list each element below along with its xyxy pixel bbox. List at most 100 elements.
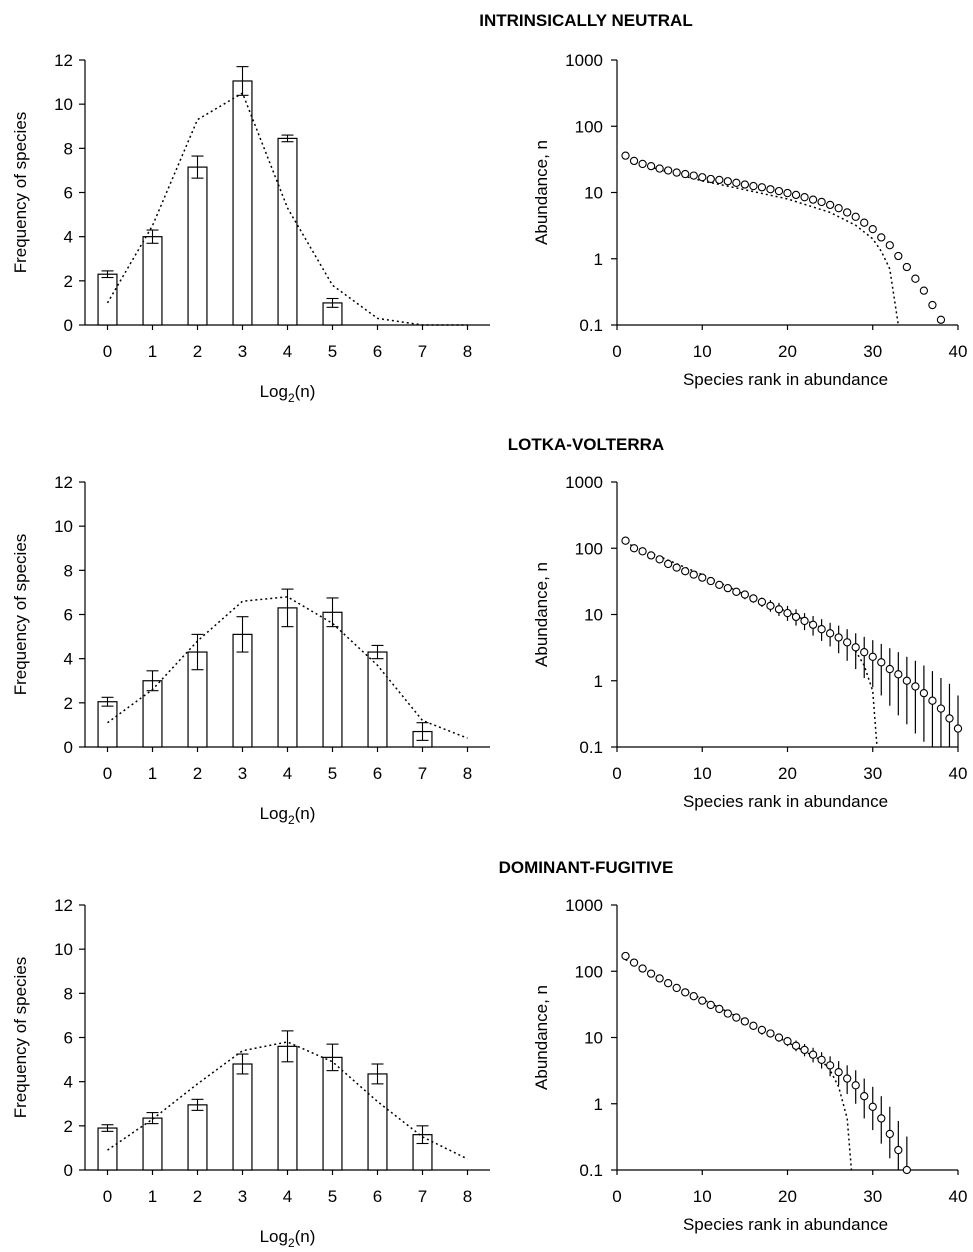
data-point (672, 983, 681, 993)
x-tick-label: 4 (283, 342, 292, 361)
data-point (783, 608, 792, 618)
x-tick-label: 5 (328, 764, 337, 783)
data-point (638, 159, 647, 169)
data-point (894, 251, 903, 261)
x-axis-label-base: Log (260, 382, 288, 401)
x-axis-label-subscript: 2 (288, 1236, 295, 1250)
x-tick-label: 1 (148, 342, 157, 361)
x-tick-label: 40 (949, 1187, 968, 1206)
x-axis-label: Log2(n) (260, 804, 316, 827)
x-tick-label: 0 (612, 764, 621, 783)
expected-curve-line (106, 92, 468, 326)
x-tick-label: 6 (373, 1187, 382, 1206)
data-point (723, 1009, 732, 1018)
data-point (825, 629, 835, 638)
data-point (783, 188, 792, 198)
data-point (911, 274, 920, 283)
x-axis-label: Species rank in abundance (683, 370, 888, 389)
data-point (655, 555, 664, 564)
x-tick-label: 30 (863, 764, 882, 783)
data-point (774, 1033, 784, 1042)
x-tick-label: 2 (193, 342, 202, 361)
data-point (766, 601, 775, 611)
data-point (774, 605, 784, 614)
data-point (723, 583, 732, 593)
y-tick-label: 10 (54, 517, 73, 536)
y-tick-label: 10 (54, 940, 73, 959)
data-point (877, 1114, 886, 1123)
expected-curve-line (625, 958, 853, 1171)
x-tick-label: 7 (418, 342, 427, 361)
y-tick-label: 0.1 (579, 1161, 603, 1180)
bar (277, 607, 298, 748)
x-tick-label: 2 (193, 764, 202, 783)
data-point (936, 315, 946, 324)
data-point (953, 724, 963, 733)
data-point (860, 218, 869, 227)
y-tick-label: 1 (594, 1095, 603, 1114)
data-point (698, 996, 707, 1005)
y-tick-label: 100 (575, 962, 603, 981)
data-point (621, 951, 630, 961)
data-point (715, 1004, 724, 1014)
data-point (646, 551, 656, 560)
y-tick-label: 12 (54, 473, 73, 492)
y-tick-label: 1000 (565, 51, 603, 70)
y-tick-label: 1 (594, 250, 603, 269)
x-axis-label: Log2(n) (260, 1227, 316, 1250)
x-tick-label: 10 (693, 342, 712, 361)
data-point (629, 958, 639, 967)
y-tick-label: 6 (64, 606, 73, 625)
y-tick-label: 2 (64, 1117, 73, 1136)
data-point (808, 195, 818, 204)
data-point (851, 212, 860, 221)
data-point (825, 200, 835, 210)
y-tick-label: 8 (64, 984, 73, 1003)
x-tick-label: 10 (693, 764, 712, 783)
x-tick-label: 8 (463, 1187, 472, 1206)
data-point (629, 156, 639, 166)
data-point (732, 1013, 741, 1022)
data-point (817, 1055, 826, 1064)
data-point (851, 643, 860, 652)
x-tick-label: 20 (778, 342, 797, 361)
y-tick-label: 100 (575, 117, 603, 136)
y-axis-label: Abundance, n (532, 985, 551, 1090)
y-axis-label: Frequency of species (11, 534, 30, 696)
y-tick-label: 0 (64, 316, 73, 335)
data-point (757, 597, 767, 607)
expected-curve-line (625, 157, 900, 326)
panel-title-dominant-fugitive: DOMINANT-FUGITIVE (499, 858, 674, 877)
x-tick-label: 20 (778, 1187, 797, 1206)
data-point (902, 676, 911, 685)
y-tick-label: 4 (64, 228, 73, 247)
data-point (723, 177, 732, 186)
bar (187, 1104, 208, 1171)
data-point (800, 616, 809, 626)
x-tick-label: 8 (463, 764, 472, 783)
y-tick-label: 1 (594, 672, 603, 691)
bar (322, 1056, 343, 1171)
y-tick-label: 12 (54, 896, 73, 915)
data-point (689, 171, 698, 180)
data-point (868, 652, 877, 661)
y-tick-label: 100 (575, 539, 603, 558)
data-point (749, 594, 758, 603)
x-tick-label: 1 (148, 1187, 157, 1206)
bar (97, 1127, 118, 1171)
data-point (902, 1165, 911, 1175)
bar (232, 1063, 253, 1171)
x-tick-label: 0 (612, 342, 621, 361)
y-axis-label: Frequency of species (11, 112, 30, 274)
x-axis-label-subscript: 2 (288, 813, 295, 827)
y-tick-label: 4 (64, 650, 73, 669)
data-point (638, 547, 647, 556)
bar (97, 273, 118, 326)
data-point (808, 620, 818, 629)
data-point (885, 664, 894, 674)
y-tick-label: 10 (54, 95, 73, 114)
data-point (706, 174, 715, 184)
